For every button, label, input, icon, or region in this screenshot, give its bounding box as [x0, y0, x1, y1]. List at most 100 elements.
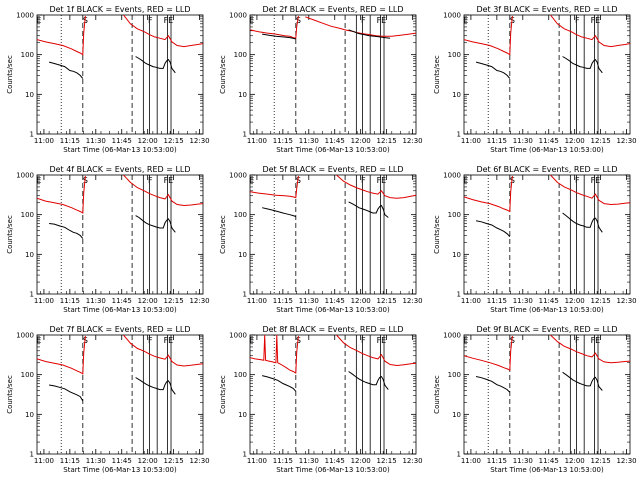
panel-title: Det 3f BLACK = Events, RED = LLD: [476, 5, 617, 14]
y-tick-label: 10: [25, 251, 34, 259]
panel-det-9: Det 9f BLACK = Events, RED = LLD Counts/s…: [433, 325, 637, 474]
events-series-line: [562, 212, 603, 233]
interval-marker-label: FE: [164, 336, 174, 345]
x-tick-label: 11:30: [299, 137, 319, 145]
interval-marker-label: S: [510, 176, 515, 185]
x-tick-label: 12:00: [138, 137, 158, 145]
panel-title: Det 1f BLACK = Events, RED = LLD: [49, 5, 190, 14]
interval-marker-label: F: [575, 16, 580, 25]
interval-marker-label: S: [296, 176, 301, 185]
lld-series-line: [37, 175, 86, 214]
plot-frame: [463, 334, 631, 455]
y-tick-label: 1000: [443, 332, 461, 340]
events-series-line: [49, 223, 84, 239]
panel-title: Det 8f BLACK = Events, RED = LLD: [262, 325, 403, 334]
interval-marker-label: S: [296, 16, 301, 25]
events-series-line: [135, 215, 176, 233]
x-tick-label: 11:00: [247, 457, 267, 465]
x-tick-label: 11:00: [34, 457, 54, 465]
x-tick-label: 12:15: [164, 297, 184, 305]
x-tick-label: 11:30: [513, 457, 533, 465]
x-tick-label: 12:15: [591, 457, 611, 465]
lld-series-line: [37, 335, 86, 375]
y-tick-label: 1000: [16, 172, 34, 180]
x-tick-label: 12:00: [138, 297, 158, 305]
x-tick-label: 11:15: [60, 457, 80, 465]
y-tick-label: 1: [243, 131, 247, 139]
x-tick-label: 12:30: [616, 457, 636, 465]
y-tick-label: 100: [448, 371, 461, 379]
events-series-line: [135, 377, 176, 395]
x-tick-label: 11:15: [60, 297, 80, 305]
y-tick-label: 1000: [229, 172, 247, 180]
y-axis-label: Counts/sec: [6, 215, 14, 254]
interval-marker-label: F: [361, 176, 366, 185]
panel-det-4: Det 4f BLACK = Events, RED = LLD Counts/s…: [6, 165, 210, 314]
lld-series-line: [250, 335, 299, 374]
x-axis-label: Start Time (06-Mar-13 10:53:00): [63, 146, 177, 154]
y-tick-label: 1000: [229, 12, 247, 20]
x-tick-label: 11:30: [299, 457, 319, 465]
x-tick-label: 12:30: [402, 137, 422, 145]
y-axis-label: Counts/sec: [6, 55, 14, 94]
interval-marker-label: FE: [377, 176, 387, 185]
events-series-line: [475, 376, 511, 393]
y-tick-label: 100: [21, 51, 34, 59]
events-series-line: [562, 56, 603, 74]
y-tick-label: 100: [234, 51, 247, 59]
y-axis-label: Counts/sec: [219, 55, 227, 94]
plot-frame: [463, 174, 631, 295]
events-series-line: [348, 29, 391, 39]
x-tick-label: 11:45: [325, 297, 345, 305]
x-axis-label: Start Time (06-Mar-13 10:53:00): [276, 146, 390, 154]
x-tick-label: 12:30: [189, 137, 209, 145]
x-tick-label: 11:45: [539, 137, 559, 145]
x-tick-label: 11:15: [273, 297, 293, 305]
x-tick-label: 11:15: [273, 137, 293, 145]
lld-series-line: [550, 335, 630, 364]
x-tick-label: 12:15: [377, 457, 397, 465]
interval-marker-label: E: [249, 176, 254, 185]
lld-series-line: [250, 15, 299, 39]
x-tick-label: 11:45: [112, 297, 132, 305]
events-series-line: [261, 375, 297, 392]
y-tick-label: 10: [238, 251, 247, 259]
y-tick-label: 1: [457, 131, 461, 139]
x-tick-label: 12:15: [164, 137, 184, 145]
events-series-line: [49, 384, 84, 402]
y-tick-label: 10: [452, 251, 461, 259]
plot-frame: [249, 334, 417, 455]
panel-title: Det 9f BLACK = Events, RED = LLD: [476, 325, 617, 334]
x-tick-label: 12:15: [377, 137, 397, 145]
y-tick-label: 100: [21, 211, 34, 219]
x-tick-label: 11:00: [34, 137, 54, 145]
lld-series-line: [123, 175, 203, 207]
interval-marker-label: FE: [377, 16, 387, 25]
y-tick-label: 10: [238, 411, 247, 419]
interval-marker-label: S: [510, 336, 515, 345]
plot-frame: [463, 14, 631, 135]
x-tick-label: 12:30: [616, 297, 636, 305]
plot-frame: [36, 174, 204, 295]
interval-marker-label: F: [575, 176, 580, 185]
interval-marker-label: FE: [164, 176, 174, 185]
lld-series-line: [123, 15, 203, 48]
y-axis-label: Counts/sec: [219, 215, 227, 254]
x-axis-label: Start Time (06-Mar-13 10:53:00): [490, 146, 604, 154]
events-series-line: [348, 201, 389, 218]
events-series-line: [261, 207, 296, 217]
interval-marker-label: FE: [164, 16, 174, 25]
x-tick-label: 12:30: [189, 297, 209, 305]
y-tick-label: 100: [21, 371, 34, 379]
x-tick-label: 11:15: [60, 137, 80, 145]
lld-series-line: [123, 335, 203, 367]
interval-marker-label: F: [148, 16, 153, 25]
x-tick-label: 11:45: [325, 457, 345, 465]
x-tick-label: 11:45: [112, 457, 132, 465]
x-tick-label: 11:00: [34, 297, 54, 305]
y-tick-label: 10: [238, 91, 247, 99]
x-tick-label: 12:30: [616, 137, 636, 145]
y-axis-label: Counts/sec: [433, 55, 441, 94]
interval-marker-label: FE: [377, 336, 387, 345]
